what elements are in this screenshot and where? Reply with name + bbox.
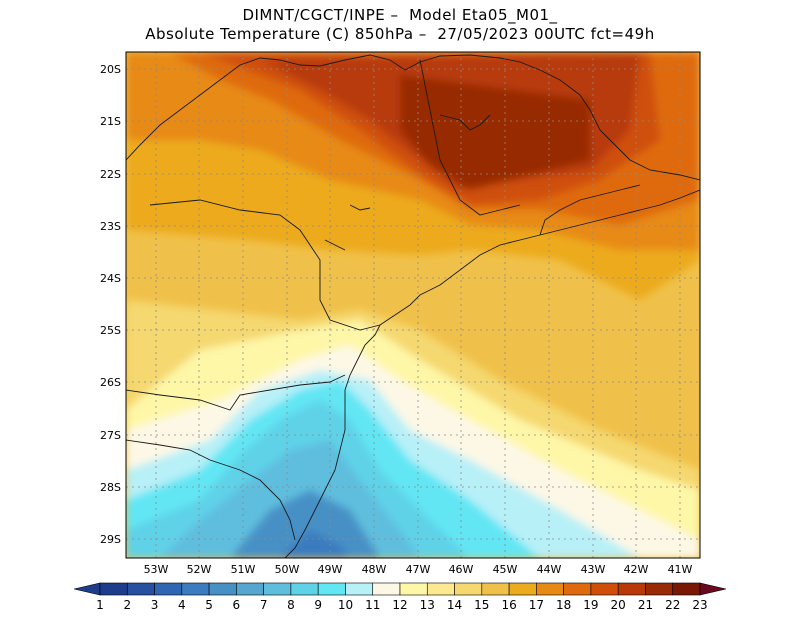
colorbar-label: 7 <box>260 598 268 612</box>
chart-title-line-1: DIMNT/CGCT/INPE – Model Eta05_M01_ <box>242 6 558 24</box>
colorbar-label: 22 <box>665 598 680 612</box>
colorbar-cell <box>672 582 701 596</box>
colorbar-cell <box>454 582 483 596</box>
colorbar-cell <box>617 582 646 596</box>
colorbar-cell <box>345 582 374 596</box>
temperature-field <box>126 52 700 558</box>
colorbar-cell <box>236 582 264 596</box>
lat-tick-label: 26S <box>100 376 121 389</box>
colorbar-label: 23 <box>692 598 707 612</box>
lon-tick-label: 52W <box>187 563 212 576</box>
colorbar-cell <box>372 582 401 596</box>
colorbar-label: 9 <box>314 598 322 612</box>
colorbar-cell <box>290 582 319 596</box>
lon-tick-label: 42W <box>624 563 649 576</box>
colorbar-label: 3 <box>151 598 159 612</box>
colorbar-label: 14 <box>447 598 462 612</box>
colorbar-cell <box>99 582 128 596</box>
lon-tick-label: 47W <box>406 563 431 576</box>
colorbar-cell <box>536 582 564 596</box>
colorbar-label: 16 <box>501 598 516 612</box>
lat-tick-label: 27S <box>100 429 121 442</box>
colorbar-cell <box>426 582 455 596</box>
lon-tick-label: 48W <box>362 563 387 576</box>
colorbar-cell <box>317 582 346 596</box>
colorbar-label: 8 <box>287 598 295 612</box>
colorbar-label: 17 <box>529 598 544 612</box>
colorbar-label: 20 <box>611 598 626 612</box>
colorbar-over-triangle <box>699 582 727 596</box>
colorbar-label: 4 <box>178 598 186 612</box>
colorbar-label: 15 <box>474 598 489 612</box>
longitude-axis: 53W 52W 51W 50W 49W 48W 47W 46W 45W 44W … <box>144 563 693 576</box>
colorbar-cell <box>590 582 619 596</box>
chart-title-line-2: Absolute Temperature (C) 850hPa – 27/05/… <box>145 25 655 43</box>
latitude-axis: 20S 21S 22S 23S 24S 25S 26S 27S 28S 29S <box>100 63 121 546</box>
lat-tick-label: 25S <box>100 324 121 337</box>
lon-tick-label: 43W <box>581 563 606 576</box>
lon-tick-label: 53W <box>144 563 169 576</box>
lon-tick-label: 46W <box>449 563 474 576</box>
lon-tick-label: 41W <box>668 563 693 576</box>
colorbar-label: 21 <box>638 598 653 612</box>
colorbar-cell <box>645 582 674 596</box>
lon-tick-label: 45W <box>493 563 518 576</box>
colorbar-label: 2 <box>123 598 131 612</box>
colorbar-cell <box>399 582 428 596</box>
colorbar-label: 1 <box>96 598 104 612</box>
lat-tick-label: 23S <box>100 220 121 233</box>
lat-tick-label: 24S <box>100 272 121 285</box>
lat-tick-label: 22S <box>100 168 121 181</box>
map-frame <box>125 51 701 559</box>
colorbar-label: 19 <box>583 598 598 612</box>
colorbar-label: 13 <box>420 598 435 612</box>
lon-tick-label: 49W <box>318 563 343 576</box>
colorbar-cell <box>154 582 183 596</box>
state-borders-and-coastline <box>126 54 700 558</box>
lat-tick-label: 29S <box>100 533 121 546</box>
lat-tick-label: 28S <box>100 481 121 494</box>
lat-tick-label: 21S <box>100 115 121 128</box>
graticule <box>126 52 700 558</box>
colorbar-cell <box>263 582 292 596</box>
lon-tick-label: 50W <box>275 563 300 576</box>
colorbar: 1 2 3 4 5 6 7 8 9 10 11 12 13 14 15 16 17 18 19 20 21 22 23 <box>73 582 727 612</box>
lon-tick-label: 51W <box>231 563 256 576</box>
colorbar-under-triangle <box>73 582 101 596</box>
lon-tick-label: 44W <box>537 563 562 576</box>
colorbar-label: 6 <box>233 598 241 612</box>
colorbar-label: 5 <box>205 598 213 612</box>
colorbar-cell <box>126 582 155 596</box>
lat-tick-label: 20S <box>100 63 121 76</box>
colorbar-cell <box>563 582 592 596</box>
colorbar-cell <box>508 582 537 596</box>
colorbar-cell <box>208 582 237 596</box>
colorbar-label: 18 <box>556 598 571 612</box>
colorbar-cell <box>181 582 210 596</box>
colorbar-label: 10 <box>338 598 353 612</box>
colorbar-cell <box>481 582 510 596</box>
colorbar-label: 11 <box>365 598 380 612</box>
colorbar-label: 12 <box>392 598 407 612</box>
